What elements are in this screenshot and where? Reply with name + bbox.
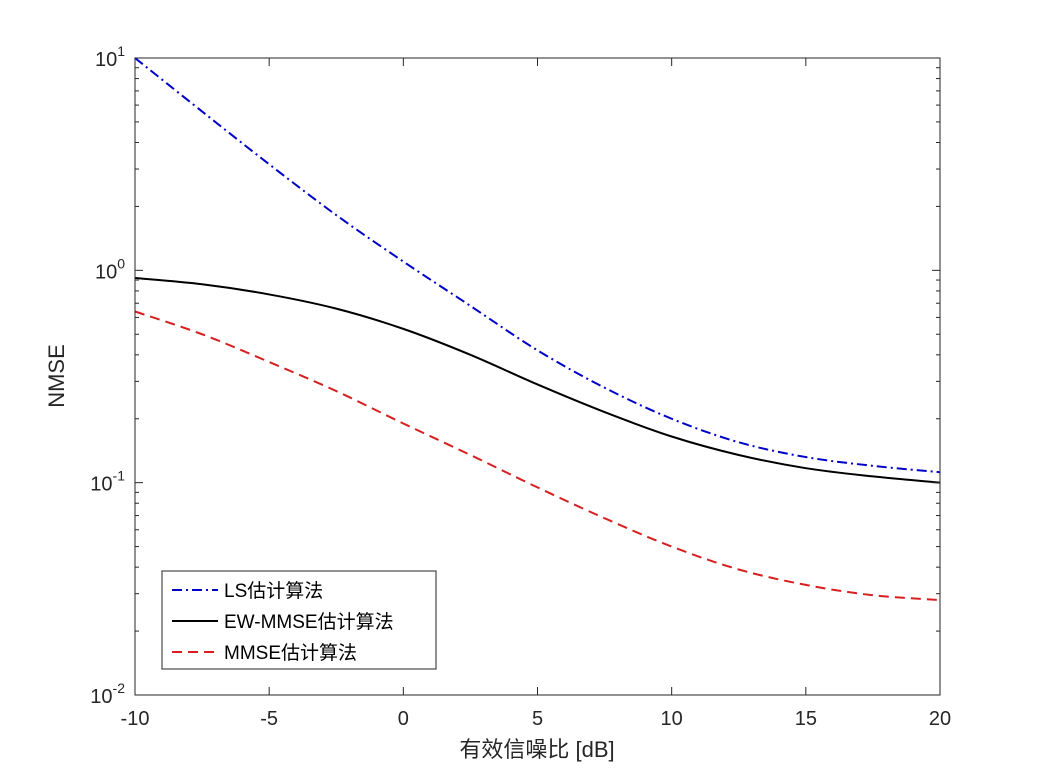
x-tick-label: 20 [929,708,951,730]
x-tick-label: 15 [795,708,817,730]
y-tick-label: 100 [95,255,125,283]
x-tick-label: 0 [398,708,409,730]
legend-label-3: MMSE估计算法 [224,642,357,664]
x-tick-label: 5 [532,708,543,730]
series-layer [134,57,941,602]
x-tick-label: -5 [260,708,278,730]
x-tick-label: -10 [121,708,150,730]
legend-label-2: EW-MMSE估计算法 [224,611,394,633]
series-line-1 [134,57,941,474]
x-axis-label: 有效信噪比 [dB] [459,737,614,762]
y-tick-label: 101 [95,43,125,71]
legend-label-1: LS估计算法 [224,580,323,602]
series-line-3 [134,310,941,602]
x-tick-label: 10 [661,708,683,730]
legend: LS估计算法 EW-MMSE估计算法 MMSE估计算法 [161,570,437,670]
y-tick-label: 10-2 [90,680,125,708]
y-tick-label: 10-1 [90,468,125,496]
y-axis-label: NMSE [44,344,69,408]
series-line-2 [134,277,941,484]
tick-layer: -10 -5 0 5 10 15 20 10-2 10-1 100 101 [90,43,951,730]
